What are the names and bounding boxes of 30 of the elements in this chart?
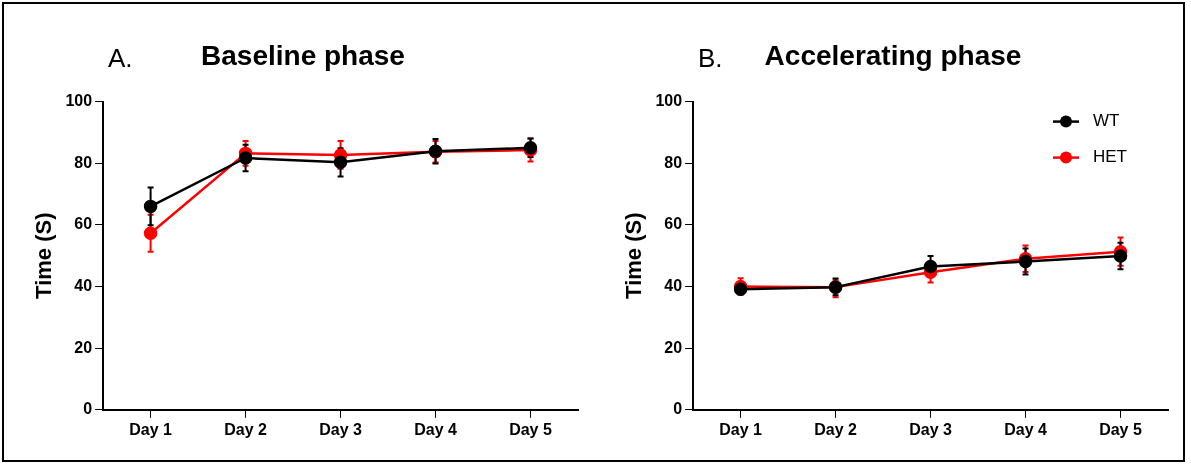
x-tick-label: Day 4 [414, 420, 457, 438]
text: A. [108, 43, 133, 74]
y-tick-label: 0 [673, 400, 683, 418]
x-tick-label: Day 2 [814, 420, 858, 438]
y-tick-label: 0 [83, 400, 93, 418]
y-tick-label: 20 [664, 338, 683, 356]
x-tick-label: Day 3 [319, 420, 362, 438]
y-tick-label: 40 [74, 276, 93, 294]
x-tick-label: Day 1 [719, 420, 763, 438]
y-tick-label: 80 [74, 153, 93, 171]
y-tick-label: 100 [65, 92, 93, 110]
x-tick-label: Day 4 [1004, 420, 1047, 438]
y-tick-label: 40 [664, 276, 683, 294]
y-tick-label: 60 [74, 215, 93, 233]
x-tick-label: Day 2 [224, 420, 268, 438]
y-axis-title: Time (S) [31, 212, 57, 299]
x-tick-label: Day 5 [509, 420, 552, 438]
legend-label: HET [1093, 147, 1127, 167]
x-tick-label: Day 5 [1099, 420, 1142, 438]
chart-title: Accelerating phase [764, 39, 1022, 71]
y-tick-label: 20 [74, 338, 93, 356]
x-tick-label: Day 1 [129, 420, 173, 438]
y-tick-label: 100 [655, 92, 683, 110]
x-tick-label: Day 3 [909, 420, 952, 438]
y-axis-title: Time (S) [621, 212, 647, 299]
chart-title: Baseline phase [201, 39, 405, 71]
y-tick-label: 80 [664, 153, 683, 171]
text: B. [698, 43, 723, 74]
y-tick-label: 60 [664, 215, 683, 233]
legend-label: WT [1093, 111, 1120, 131]
